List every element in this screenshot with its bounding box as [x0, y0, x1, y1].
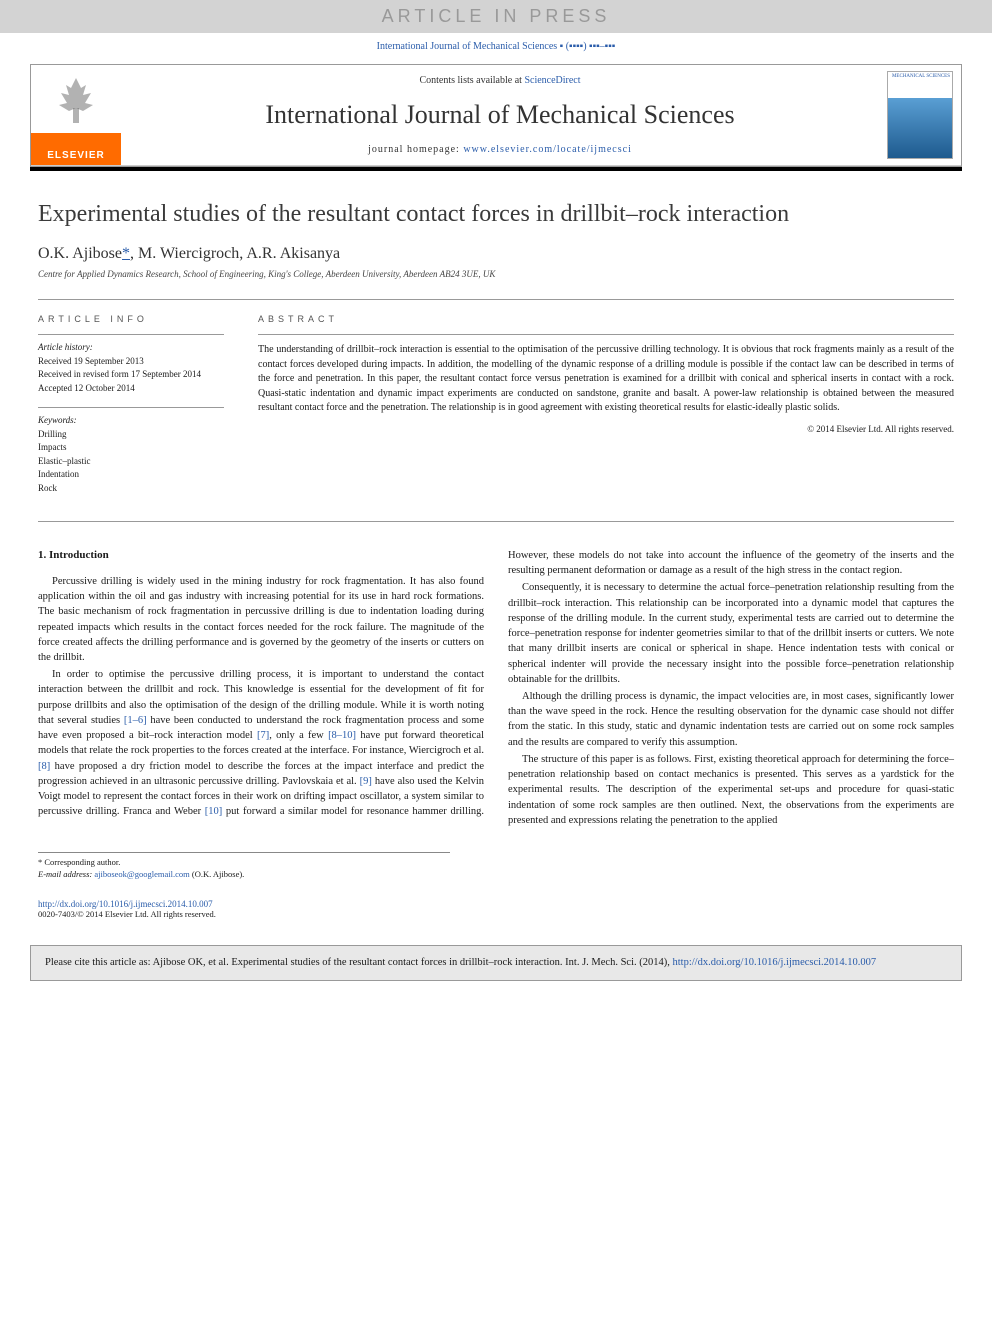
authors: O.K. Ajibose*, M. Wiercigroch, A.R. Akis…: [38, 245, 954, 263]
section-1-heading: 1. Introduction: [38, 548, 484, 564]
citation-link[interactable]: [7]: [257, 730, 269, 741]
citation-link[interactable]: [8–10]: [328, 730, 356, 741]
keyword: Rock: [38, 482, 224, 496]
paragraph: Percussive drilling is widely used in th…: [38, 574, 484, 665]
corresponding-author-marker[interactable]: *: [122, 245, 130, 262]
footnotes: * Corresponding author. E-mail address: …: [38, 852, 450, 881]
keyword: Elastic–plastic: [38, 455, 224, 469]
article-body: 1. Introduction Percussive drilling is w…: [38, 548, 954, 828]
citation-link[interactable]: [1–6]: [124, 715, 147, 726]
journal-header: ELSEVIER Contents lists available at Sci…: [30, 64, 962, 167]
abstract-copyright: © 2014 Elsevier Ltd. All rights reserved…: [258, 424, 954, 434]
doi-line: http://dx.doi.org/10.1016/j.ijmecsci.201…: [0, 899, 992, 909]
authors-rest: , M. Wiercigroch, A.R. Akisanya: [130, 245, 340, 262]
affiliation: Centre for Applied Dynamics Research, Sc…: [38, 269, 954, 279]
paragraph: Consequently, it is necessary to determi…: [508, 580, 954, 687]
contents-available: Contents lists available at ScienceDirec…: [131, 69, 869, 96]
journal-homepage: journal homepage: www.elsevier.com/locat…: [131, 144, 869, 155]
cite-doi-link[interactable]: http://dx.doi.org/10.1016/j.ijmecsci.201…: [673, 957, 877, 968]
cite-text: Please cite this article as: Ajibose OK,…: [45, 957, 673, 968]
email-line: E-mail address: ajiboseok@googlemail.com…: [38, 869, 450, 881]
citation-box: Please cite this article as: Ajibose OK,…: [30, 945, 962, 982]
article-in-press-banner: ARTICLE IN PRESS: [0, 0, 992, 33]
contents-prefix: Contents lists available at: [419, 75, 524, 86]
accepted-date: Accepted 12 October 2014: [38, 382, 224, 396]
abstract-text: The understanding of drillbit–rock inter…: [258, 334, 954, 416]
keywords-block: Keywords: Drilling Impacts Elastic–plast…: [38, 407, 224, 495]
citation-link[interactable]: [10]: [205, 806, 223, 817]
issn-copyright: 0020-7403/© 2014 Elsevier Ltd. All right…: [0, 909, 992, 929]
citation-link[interactable]: [9]: [360, 776, 372, 787]
history-label: Article history:: [38, 341, 224, 355]
received-date: Received 19 September 2013: [38, 355, 224, 369]
homepage-link[interactable]: www.elsevier.com/locate/ijmecsci: [463, 144, 632, 155]
keywords-label: Keywords:: [38, 414, 224, 428]
journal-reference: International Journal of Mechanical Scie…: [0, 33, 992, 60]
doi-link[interactable]: http://dx.doi.org/10.1016/j.ijmecsci.201…: [38, 899, 213, 909]
paragraph: The structure of this paper is as follow…: [508, 752, 954, 828]
citation-link[interactable]: [8]: [38, 761, 50, 772]
elsevier-text: ELSEVIER: [47, 150, 104, 161]
corresponding-author-note: * Corresponding author.: [38, 857, 450, 869]
sciencedirect-link[interactable]: ScienceDirect: [524, 75, 580, 86]
article-info-heading: ARTICLE INFO: [38, 314, 224, 324]
email-suffix: (O.K. Ajibose).: [190, 869, 245, 879]
article-history: Article history: Received 19 September 2…: [38, 334, 224, 395]
abstract-panel: ABSTRACT The understanding of drillbit–r…: [238, 300, 954, 521]
homepage-prefix: journal homepage:: [368, 144, 463, 155]
keyword: Indentation: [38, 468, 224, 482]
abstract-heading: ABSTRACT: [258, 314, 954, 324]
elsevier-logo: ELSEVIER: [31, 65, 121, 165]
email-label: E-mail address:: [38, 869, 94, 879]
keywords-list: Drilling Impacts Elastic–plastic Indenta…: [38, 428, 224, 496]
paragraph: Although the drilling process is dynamic…: [508, 689, 954, 750]
revised-date: Received in revised form 17 September 20…: [38, 368, 224, 382]
journal-cover-thumbnail: MECHANICAL SCIENCES: [887, 71, 953, 159]
cover-label: MECHANICAL SCIENCES: [892, 74, 950, 80]
text-run: , only a few: [269, 730, 328, 741]
article-title: Experimental studies of the resultant co…: [38, 199, 954, 229]
email-link[interactable]: ajiboseok@googlemail.com: [94, 869, 189, 879]
author-1: O.K. Ajibose: [38, 245, 122, 262]
article-info-panel: ARTICLE INFO Article history: Received 1…: [38, 300, 238, 521]
keyword: Impacts: [38, 441, 224, 455]
keyword: Drilling: [38, 428, 224, 442]
journal-title: International Journal of Mechanical Scie…: [131, 100, 869, 130]
elsevier-tree-icon: [51, 73, 101, 128]
